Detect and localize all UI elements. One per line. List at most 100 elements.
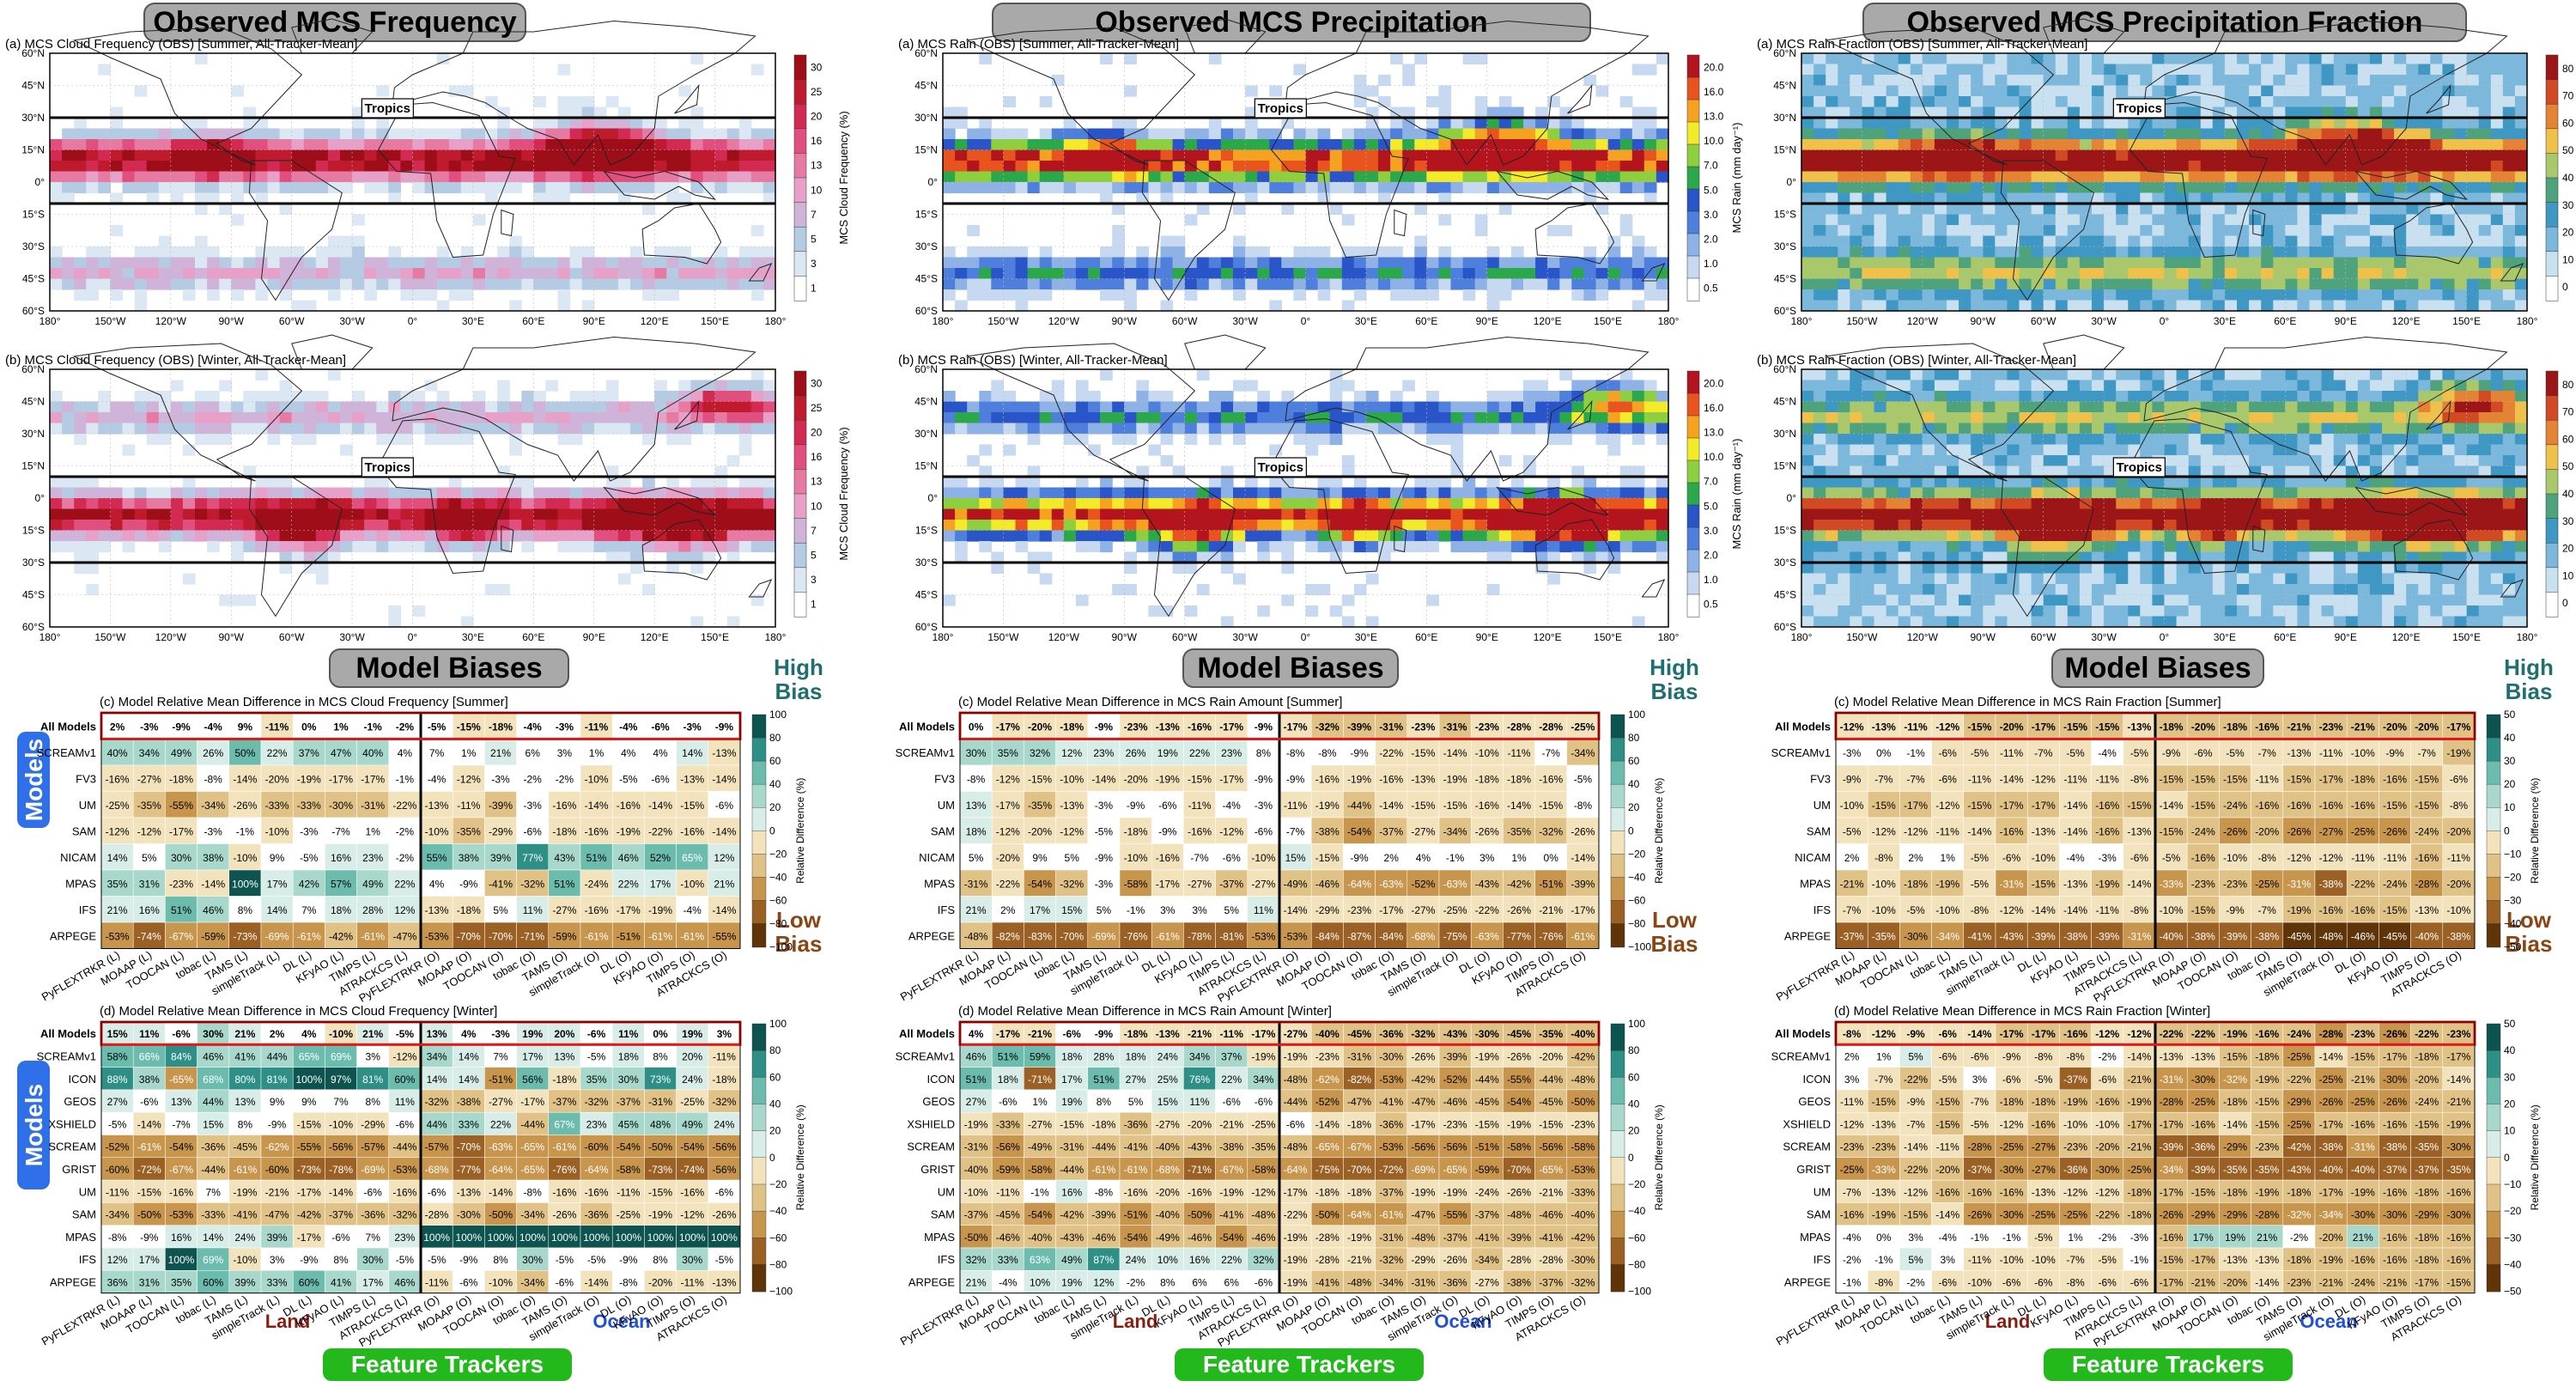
map-cell	[2430, 300, 2443, 312]
map-cell	[1269, 139, 1282, 151]
map-cell	[1075, 257, 1089, 269]
map-cell	[485, 149, 498, 161]
map-cell	[1898, 289, 1911, 301]
map-cell	[533, 498, 546, 510]
map-cell	[762, 161, 776, 173]
lat-tick-label: 30°S	[915, 557, 938, 569]
map-cell	[1959, 64, 1971, 76]
map-cell	[569, 268, 583, 280]
map-cell	[1402, 423, 1415, 435]
map-cell	[2285, 268, 2298, 280]
map-cell	[2285, 106, 2298, 119]
lon-tick-label: 150°W	[987, 315, 1019, 327]
map-cell	[2164, 268, 2178, 280]
map-cell	[2454, 149, 2468, 161]
map-cell	[1838, 161, 1850, 173]
map-cell	[1656, 487, 1669, 499]
map-cell	[2007, 64, 2020, 76]
map-cell	[2418, 192, 2431, 204]
map-cell	[1486, 171, 1500, 183]
map-cell	[666, 182, 679, 194]
map-cell	[497, 380, 510, 392]
map-cell	[1934, 605, 1947, 617]
map-cell	[2514, 128, 2528, 140]
map-cell	[1850, 246, 1862, 259]
map-cell	[1498, 289, 1512, 301]
map-cell	[2019, 149, 2032, 161]
map-cell	[1317, 268, 1331, 280]
map-cell	[2309, 106, 2323, 119]
map-cell	[1293, 498, 1307, 510]
map-cell	[2152, 225, 2166, 237]
map-cell	[279, 171, 293, 183]
map-cell	[219, 278, 232, 290]
map-cell	[630, 498, 643, 510]
map-cell	[1898, 171, 1911, 183]
map-cell	[376, 530, 389, 542]
map-cell	[654, 278, 667, 290]
map-cell	[2031, 192, 2044, 204]
map-cell	[1801, 465, 1814, 478]
map-cell	[991, 149, 1004, 161]
map-cell	[134, 257, 148, 269]
map-cell	[291, 412, 305, 424]
map-cell	[158, 423, 172, 435]
map-cell	[2321, 182, 2335, 194]
map-cell	[460, 161, 474, 173]
map-cell	[1838, 278, 1850, 290]
map-cell	[1148, 541, 1162, 553]
lat-tick-label: 45°S	[915, 589, 938, 601]
map-cell	[2333, 75, 2347, 87]
map-cell	[1838, 520, 1850, 532]
map-cell	[2092, 75, 2105, 87]
map-cell	[630, 530, 643, 542]
colorbar-swatch	[1686, 549, 1700, 573]
lon-tick-label: 150°W	[987, 631, 1019, 643]
map-cell	[2055, 149, 2069, 161]
map-cell	[1039, 268, 1053, 280]
map-cell	[2224, 257, 2238, 269]
map-cell	[1607, 551, 1621, 563]
map-cell	[738, 268, 752, 280]
map-cell	[2140, 246, 2153, 259]
map-cell	[1136, 246, 1149, 259]
map-cell	[714, 391, 728, 403]
map-cell	[2116, 192, 2129, 204]
map-cell	[1245, 268, 1258, 280]
map-cell	[666, 423, 679, 435]
map-cell	[1402, 75, 1415, 87]
map-cell	[2309, 128, 2323, 140]
map-cell	[1910, 278, 1923, 290]
map-cell	[726, 520, 740, 532]
map-cell	[195, 487, 208, 499]
map-cell	[170, 520, 184, 532]
map-cell	[315, 139, 329, 151]
map-cell	[2237, 268, 2250, 280]
map-cell	[1414, 53, 1427, 65]
map-cell	[1922, 455, 1935, 467]
map-cell	[243, 541, 256, 553]
map-cell	[1341, 508, 1355, 520]
map-cell	[1353, 161, 1367, 173]
map-cell	[617, 520, 631, 532]
map-cell	[267, 487, 281, 499]
map-cell	[1826, 380, 1838, 392]
map-cell	[1583, 171, 1597, 183]
map-cell	[182, 401, 196, 413]
map-cell	[1826, 605, 1838, 617]
map-cell	[352, 235, 365, 247]
map-cell	[1619, 257, 1633, 269]
map-cell	[231, 171, 244, 183]
map-cell	[1402, 412, 1415, 424]
map-cell	[2176, 204, 2190, 216]
map-cell	[1947, 235, 1959, 247]
map-cell	[182, 423, 196, 435]
map-cell	[678, 171, 691, 183]
map-cell	[1619, 487, 1633, 499]
map-cell	[2104, 139, 2117, 151]
map-cell	[485, 498, 498, 510]
map-cell	[642, 541, 655, 553]
map-cell	[1414, 204, 1427, 216]
map-cell	[979, 465, 992, 478]
map-cell	[1898, 278, 1911, 290]
